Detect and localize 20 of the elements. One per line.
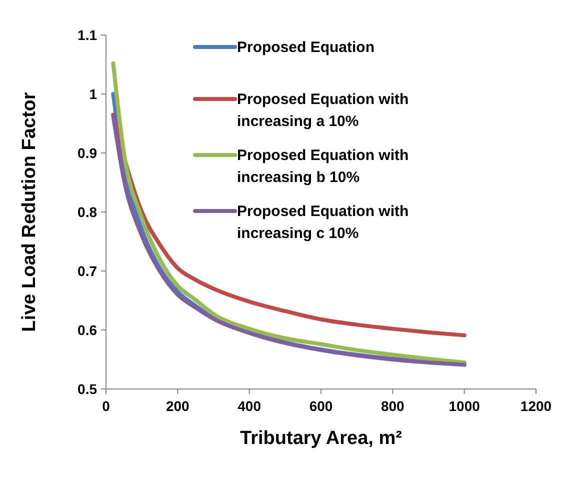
y-tick-label: 0.7 xyxy=(78,262,98,279)
y-tick-label: 1 xyxy=(89,86,98,102)
x-tick-label: 800 xyxy=(380,398,405,414)
legend-label: Proposed Equation with increasing a 10% xyxy=(237,91,409,130)
x-tick-label: 1200 xyxy=(520,398,552,414)
y-tick-label: 0.5 xyxy=(78,380,98,397)
x-tick-label: 200 xyxy=(166,398,190,414)
x-axis-title: Tributary Area, m² xyxy=(240,428,402,449)
x-tick-label: 0 xyxy=(102,398,110,414)
y-tick-label: 0.8 xyxy=(78,204,98,220)
legend-label: Proposed Equation with increasing c 10% xyxy=(237,203,409,242)
y-axis-title: Live Load Redution Factor xyxy=(19,92,40,332)
legend-label: Proposed Equation with increasing b 10% xyxy=(237,147,409,186)
y-tick-label: 1.1 xyxy=(78,26,98,43)
y-tick-label: 0.6 xyxy=(78,322,98,338)
x-tick-label: 600 xyxy=(309,398,333,414)
x-tick-label: 400 xyxy=(238,398,262,414)
legend-label: Proposed Equation xyxy=(237,39,375,56)
x-tick-label: 1000 xyxy=(448,398,480,414)
y-tick-label: 0.9 xyxy=(78,144,98,161)
